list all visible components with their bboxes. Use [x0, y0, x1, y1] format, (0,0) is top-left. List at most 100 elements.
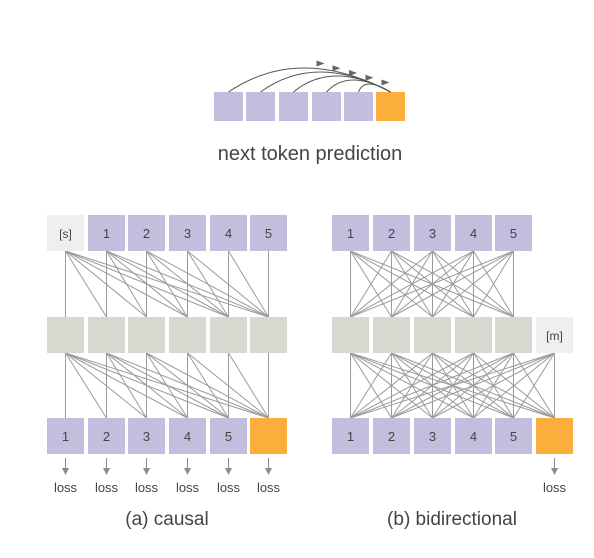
- arc-arrowhead: [365, 74, 374, 81]
- context-token: [246, 92, 275, 121]
- loss-label: loss: [54, 480, 78, 495]
- output-token: [332, 418, 369, 454]
- input-token: [169, 215, 206, 251]
- input-token-label: 5: [510, 226, 517, 241]
- hidden-state: [373, 317, 410, 353]
- bidirectional-attention-edge: [350, 352, 392, 419]
- bidirectional-attention-edge: [350, 250, 392, 318]
- causal-attention-edge: [65, 352, 107, 419]
- top-caption: next token prediction: [218, 143, 403, 165]
- output-token-label: 5: [510, 429, 517, 444]
- context-token: [279, 92, 308, 121]
- bidirectional-attention-edge: [432, 250, 514, 318]
- input-token-label: 5: [265, 226, 272, 241]
- output-token: [455, 418, 492, 454]
- bidirectional-attention-edge: [391, 352, 555, 419]
- causal-caption: (a) causal: [125, 509, 208, 530]
- bidirectional-attention-edge: [350, 352, 474, 419]
- bidirectional-attention-edge: [432, 352, 555, 419]
- output-token: [88, 418, 125, 454]
- causal-attention-edge: [106, 352, 269, 419]
- input-token-label: 4: [225, 226, 232, 241]
- arc-arrowhead: [332, 65, 341, 72]
- output-token: [373, 418, 410, 454]
- target-token: [250, 418, 287, 454]
- input-token: [250, 215, 287, 251]
- input-token-label: 3: [184, 226, 191, 241]
- causal-attention-edge: [65, 352, 188, 419]
- dependency-arc: [326, 79, 391, 93]
- input-token-label: 2: [388, 226, 395, 241]
- causal-attention-edge: [146, 352, 269, 419]
- causal-attention-edge: [65, 352, 229, 419]
- causal-attention-edge: [65, 352, 269, 419]
- arc-arrowhead: [316, 60, 325, 67]
- hidden-state: [128, 317, 165, 353]
- input-token-label: 1: [103, 226, 110, 241]
- context-token: [214, 92, 243, 121]
- input-token: [332, 215, 369, 251]
- causal-attention-edge: [65, 250, 269, 318]
- input-token: [373, 215, 410, 251]
- causal-attention-edge: [106, 250, 269, 318]
- bidirectional-attention-edge: [473, 352, 555, 419]
- output-token: [47, 418, 84, 454]
- bidirectional-attention-edge: [350, 250, 474, 318]
- loss-label: loss: [95, 480, 119, 495]
- hidden-state: [414, 317, 451, 353]
- hidden-state: [88, 317, 125, 353]
- output-token-label: 4: [470, 429, 477, 444]
- dependency-arc: [358, 83, 391, 93]
- next-token-section: [214, 60, 405, 121]
- input-token: [495, 215, 532, 251]
- causal-attention-edge: [65, 250, 188, 318]
- causal-attention-edge: [65, 250, 107, 318]
- target-token: [536, 418, 573, 454]
- output-token-label: 3: [143, 429, 150, 444]
- loss-label: loss: [217, 480, 241, 495]
- bidirectional-attention-edge: [350, 250, 433, 318]
- bidirectional-attention-edge: [350, 352, 514, 419]
- hidden-state: [332, 317, 369, 353]
- output-token: [210, 418, 247, 454]
- mask-token: [536, 317, 573, 353]
- output-token-label: 3: [429, 429, 436, 444]
- input-token-label: 1: [347, 226, 354, 241]
- start-token: [47, 215, 84, 251]
- hidden-state: [455, 317, 492, 353]
- output-token: [414, 418, 451, 454]
- input-token: [88, 215, 125, 251]
- bidirectional-section: 1 2 3 4 5 [m] 1 2 3 4 5 loss: [332, 215, 573, 495]
- input-token-label: 2: [143, 226, 150, 241]
- mask-token-label: [m]: [546, 329, 563, 343]
- hidden-state: [169, 317, 206, 353]
- output-token-label: 1: [62, 429, 69, 444]
- bidirectional-attention-edge: [350, 352, 555, 419]
- output-token-label: 2: [103, 429, 110, 444]
- bidirectional-attention-edge: [473, 250, 514, 318]
- output-token: [169, 418, 206, 454]
- loss-label: loss: [135, 480, 159, 495]
- input-token: [455, 215, 492, 251]
- input-token: [210, 215, 247, 251]
- bidirectional-attention-edge: [350, 250, 514, 318]
- dependency-arc: [293, 75, 391, 93]
- hidden-state: [495, 317, 532, 353]
- causal-attention-edge: [228, 352, 269, 419]
- causal-attention-edge: [187, 352, 269, 419]
- output-token-label: 5: [225, 429, 232, 444]
- bidirectional-attention-edge: [513, 352, 555, 419]
- loss-label: loss: [543, 480, 567, 495]
- context-token: [344, 92, 373, 121]
- causal-attention-edge: [65, 352, 147, 419]
- input-token-label: 3: [429, 226, 436, 241]
- loss-label: loss: [176, 480, 200, 495]
- causal-section: [s] 1 2 3 4 5 1 2 3 4 5 loss loss loss loss loss loss: [47, 215, 287, 495]
- causal-attention-edge: [65, 250, 229, 318]
- arc-arrowhead: [349, 70, 357, 76]
- causal-attention-edge: [187, 250, 269, 318]
- target-token: [376, 92, 405, 121]
- hidden-state: [47, 317, 84, 353]
